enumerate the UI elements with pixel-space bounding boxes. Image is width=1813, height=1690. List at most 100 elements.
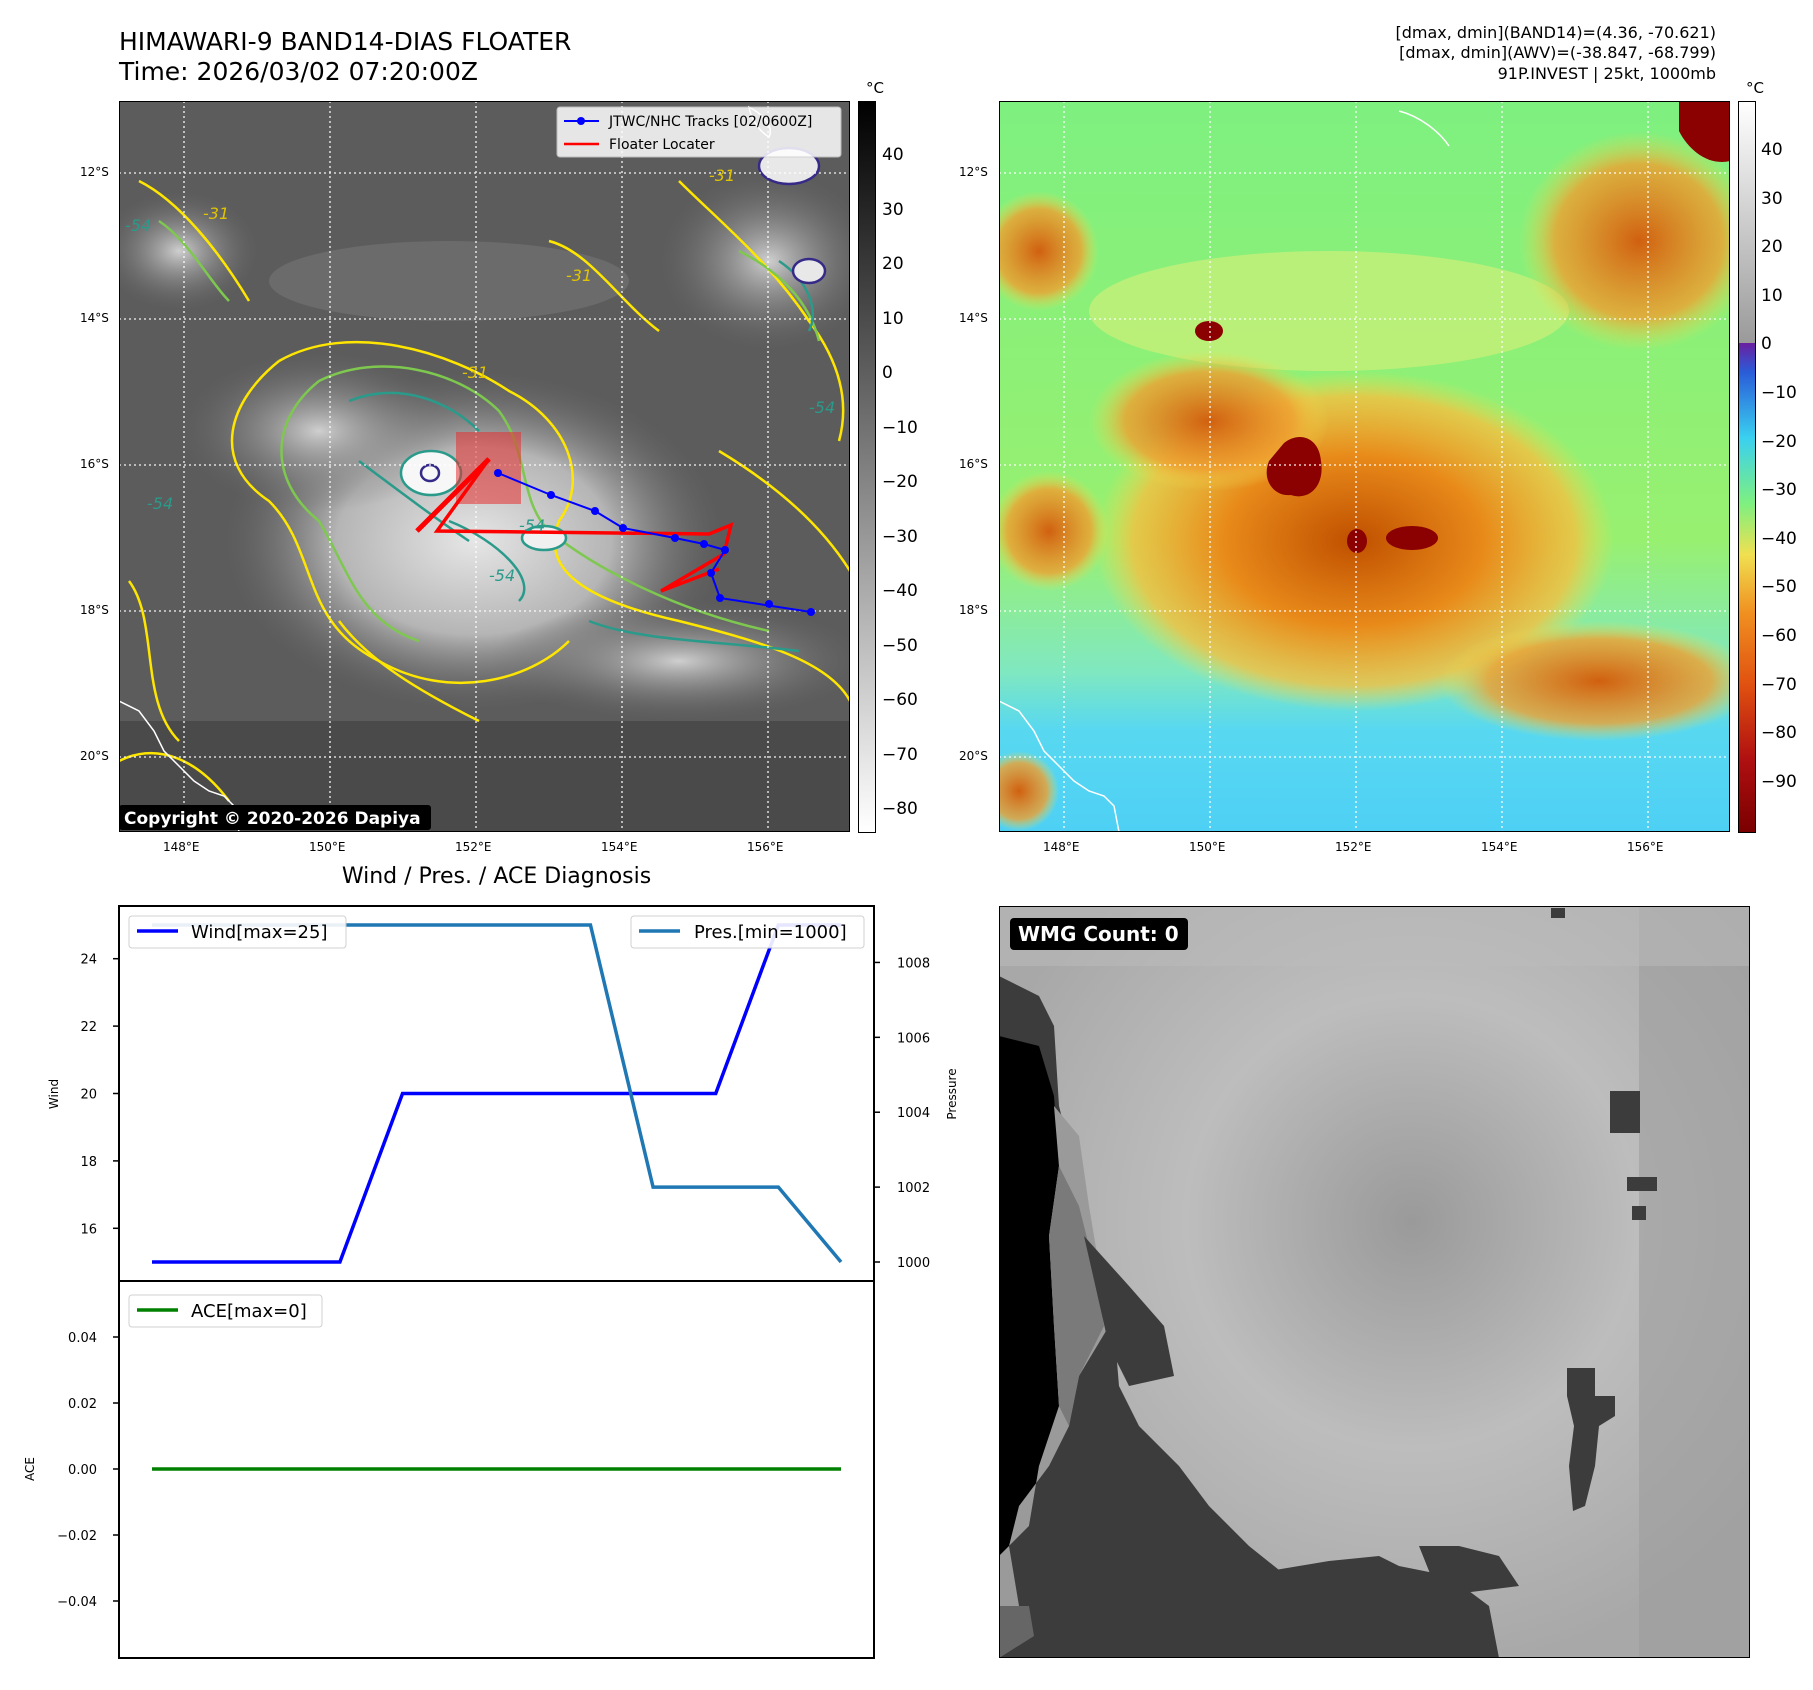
colorbar-tick-label: −40 <box>882 581 918 601</box>
ace-legend-label: ACE[max=0] <box>191 1301 307 1322</box>
colorbar-tick-label: 10 <box>882 308 904 329</box>
wmg-image: WMG Count: 0 <box>998 905 1751 1659</box>
lon-label: 154°E <box>601 840 638 854</box>
pressure-tick-label: 1004 <box>897 1106 930 1121</box>
colorbar-tick-label: 10 <box>1761 285 1783 306</box>
dmax-band14: [dmax, dmin](BAND14)=(4.36, -70.621) <box>1395 23 1717 42</box>
colorbar-tick-label: −70 <box>882 744 918 765</box>
colorbar-tick-label: −20 <box>882 472 918 492</box>
ace-tick-label: 0.02 <box>68 1397 97 1412</box>
dmax-awv: [dmax, dmin](AWV)=(-38.847, -68.799) <box>1399 43 1716 62</box>
wmg-count-label: WMG Count: 0 <box>1018 922 1179 946</box>
lat-label: 20°S <box>80 749 109 763</box>
colorbar-tick-label: −40 <box>1761 528 1797 549</box>
lon-label: 156°E <box>1627 840 1664 854</box>
wmg-panel: WMG Count: 0 <box>998 905 1751 1659</box>
wind-tick-label: 20 <box>80 1088 97 1103</box>
contour-label: -54 <box>147 494 173 513</box>
colorbar-tick-label: 30 <box>882 199 904 220</box>
wind-series-line <box>152 923 841 1264</box>
ir-colorbar <box>858 101 876 833</box>
colorbar-tick-label: 20 <box>882 254 904 274</box>
pressure-tick-label: 1000 <box>897 1256 930 1271</box>
colorbar-tick-label: −30 <box>1761 480 1797 501</box>
colorbar-tick-label: −60 <box>1761 626 1797 646</box>
contour-label: -54 <box>125 216 151 235</box>
legend-tracks-label: JTWC/NHC Tracks [02/0600Z] <box>608 114 812 130</box>
contour-label: -31 <box>462 363 488 382</box>
colorbar-tick-label: −60 <box>882 690 918 710</box>
ace-tick-label: 0.04 <box>68 1331 97 1346</box>
colorbar-tick-label: 0 <box>882 363 893 383</box>
pressure-legend-label: Pres.[min=1000] <box>694 922 847 943</box>
enhanced-colorbar-unit: °C <box>1746 79 1764 97</box>
lat-label: 12°S <box>80 165 109 179</box>
colorbar-tick-label: 40 <box>1761 140 1783 160</box>
lat-label: 14°S <box>80 311 109 325</box>
colorbar-tick-label: −50 <box>882 635 918 656</box>
wind-axis-ticks: 24 22 20 18 16 <box>80 953 119 1237</box>
colorbar-tick-label: −30 <box>882 526 918 547</box>
pressure-tick-label: 1006 <box>897 1031 930 1046</box>
pressure-legend: Pres.[min=1000] <box>630 915 865 949</box>
wind-ylabel: Wind <box>47 1079 61 1109</box>
legend-floater-label: Floater Locater <box>609 137 715 153</box>
lon-label: 152°E <box>455 840 492 854</box>
ace-tick-label: −0.02 <box>57 1529 97 1544</box>
pressure-ylabel: Pressure <box>945 1068 959 1119</box>
contour-label: -54 <box>809 398 835 417</box>
colorbar-tick-label: −50 <box>1761 577 1797 598</box>
colorbar-tick-label: −10 <box>882 417 918 438</box>
wind-legend-label: Wind[max=25] <box>191 922 328 943</box>
ace-ylabel: ACE <box>23 1457 37 1481</box>
lon-label: 154°E <box>1481 840 1518 854</box>
figure-time: Time: 2026/03/02 07:20:00Z <box>119 57 478 86</box>
lon-label: 148°E <box>1043 840 1080 854</box>
colorbar-tick-label: 40 <box>882 145 904 165</box>
pressure-tick-label: 1008 <box>897 956 930 971</box>
colorbar-tick-label: −80 <box>882 799 918 819</box>
ir-colorbar-unit: °C <box>866 79 884 97</box>
lat-label: 14°S <box>959 311 988 325</box>
wind-tick-label: 22 <box>80 1020 97 1035</box>
colorbar-tick-label: 20 <box>1761 237 1783 258</box>
lat-label: 16°S <box>80 457 109 471</box>
lon-label: 150°E <box>1189 840 1226 854</box>
wind-tick-label: 16 <box>80 1222 97 1237</box>
lon-label: 150°E <box>309 840 346 854</box>
diagnosis-title: Wind / Pres. / ACE Diagnosis <box>341 864 652 889</box>
ace-axis-ticks: 0.04 0.02 0.00 −0.02 −0.04 <box>57 1331 119 1610</box>
lon-label: 156°E <box>747 840 784 854</box>
enhanced-colorbar <box>1738 101 1756 833</box>
contour-label: -31 <box>203 204 229 223</box>
contour-label: -54 <box>489 566 515 585</box>
map-legend: JTWC/NHC Tracks [02/0600Z] Floater Locat… <box>556 106 842 158</box>
colorbar-tick-label: −70 <box>1761 674 1797 695</box>
lat-label: 18°S <box>80 603 109 617</box>
enhanced-map-panel <box>979 100 1759 833</box>
lat-label: 20°S <box>959 749 988 763</box>
pressure-tick-label: 1002 <box>897 1181 930 1196</box>
ir-map-panel: -31 -31 -31 -31 -54 -54 -54 -54 -54 JTWC… <box>99 100 879 833</box>
colorbar-tick-label: 30 <box>1761 188 1783 209</box>
ir-map: -31 -31 -31 -31 -54 -54 -54 -54 -54 JTWC… <box>99 100 879 833</box>
jtwc-track <box>494 469 815 616</box>
ace-tick-label: 0.00 <box>68 1463 97 1478</box>
lon-label: 148°E <box>163 840 200 854</box>
lat-label: 12°S <box>959 165 988 179</box>
colorbar-tick-label: −80 <box>1761 723 1797 744</box>
wind-tick-label: 18 <box>80 1155 97 1170</box>
lon-label: 152°E <box>1335 840 1372 854</box>
colorbar-tick-label: 0 <box>1761 334 1772 355</box>
ace-tick-label: −0.04 <box>57 1595 97 1610</box>
contour-label: -54 <box>519 516 545 535</box>
storm-info: 91P.INVEST | 25kt, 1000mb <box>1497 64 1716 83</box>
wind-tick-label: 24 <box>80 953 97 968</box>
lat-label: 18°S <box>959 603 988 617</box>
figure-title: HIMAWARI-9 BAND14-DIAS FLOATER <box>119 27 572 56</box>
pressure-axis-ticks: 1008 1006 1004 1002 1000 <box>874 956 930 1271</box>
contour-label: -31 <box>566 266 592 285</box>
enhanced-map <box>979 100 1759 833</box>
wind-legend: Wind[max=25] <box>128 915 347 949</box>
